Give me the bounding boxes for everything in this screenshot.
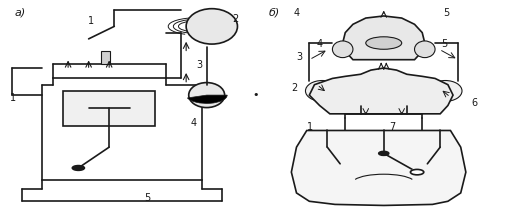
Text: а): а) bbox=[14, 8, 25, 18]
Text: 5: 5 bbox=[144, 193, 151, 203]
Text: 2: 2 bbox=[292, 83, 298, 93]
Ellipse shape bbox=[429, 81, 462, 101]
Text: 4: 4 bbox=[191, 118, 197, 128]
Wedge shape bbox=[187, 95, 227, 103]
Circle shape bbox=[410, 169, 424, 175]
Ellipse shape bbox=[305, 81, 339, 101]
Text: 7: 7 bbox=[389, 123, 395, 133]
Text: 4: 4 bbox=[294, 8, 300, 18]
Polygon shape bbox=[343, 16, 425, 60]
Text: 1: 1 bbox=[88, 16, 94, 26]
Text: 1: 1 bbox=[10, 93, 16, 103]
Text: 4: 4 bbox=[317, 39, 323, 49]
Text: 1: 1 bbox=[307, 123, 313, 133]
Text: б): б) bbox=[268, 8, 280, 18]
Text: 5: 5 bbox=[441, 39, 447, 49]
Text: 2: 2 bbox=[232, 14, 238, 24]
Ellipse shape bbox=[366, 37, 401, 49]
Text: •: • bbox=[252, 90, 259, 100]
Text: 3: 3 bbox=[297, 52, 302, 62]
Bar bbox=[102, 51, 110, 64]
Text: 6: 6 bbox=[471, 97, 477, 107]
Ellipse shape bbox=[332, 41, 353, 58]
Circle shape bbox=[379, 151, 389, 156]
Polygon shape bbox=[292, 130, 466, 206]
Polygon shape bbox=[309, 68, 453, 114]
Ellipse shape bbox=[414, 41, 435, 58]
Ellipse shape bbox=[186, 9, 237, 44]
Text: 3: 3 bbox=[196, 60, 202, 70]
Text: 5: 5 bbox=[443, 8, 449, 18]
Circle shape bbox=[72, 165, 85, 170]
Ellipse shape bbox=[189, 83, 224, 108]
Bar bbox=[63, 91, 155, 126]
